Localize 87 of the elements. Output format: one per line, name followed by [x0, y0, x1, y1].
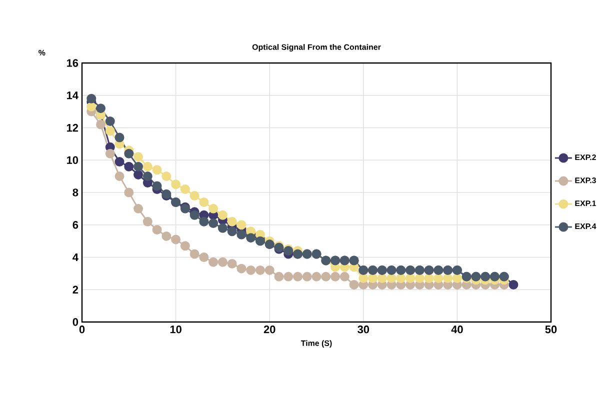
point — [152, 181, 162, 191]
y-tick-label: 10 — [66, 156, 78, 164]
point — [105, 148, 115, 158]
point — [105, 126, 115, 136]
point — [134, 204, 144, 214]
point — [142, 162, 152, 172]
point — [162, 231, 172, 241]
point — [274, 272, 284, 282]
y-tick-label: 0 — [72, 318, 78, 326]
point — [508, 280, 518, 290]
point — [208, 218, 218, 228]
point — [86, 102, 96, 112]
point — [330, 272, 340, 282]
point — [171, 180, 181, 190]
point — [358, 274, 368, 284]
x-tick-label: 20 — [264, 326, 276, 334]
point — [443, 274, 453, 284]
point — [368, 274, 378, 284]
point — [208, 257, 218, 267]
point — [134, 170, 144, 180]
point — [199, 216, 209, 226]
point — [396, 274, 406, 284]
point — [124, 162, 134, 172]
y-tick-label: 2 — [72, 286, 78, 294]
point — [114, 132, 124, 142]
point — [124, 188, 134, 198]
point — [199, 197, 209, 207]
point — [162, 172, 172, 182]
point — [246, 265, 256, 275]
point — [227, 216, 237, 226]
point — [190, 190, 200, 200]
point — [218, 210, 228, 220]
point — [424, 274, 434, 284]
point — [246, 233, 256, 243]
point — [96, 104, 106, 114]
point — [264, 265, 274, 275]
point — [349, 280, 359, 290]
point — [199, 252, 209, 262]
point — [312, 272, 322, 282]
point — [86, 94, 96, 104]
point — [180, 241, 190, 251]
point — [227, 258, 237, 268]
point — [105, 116, 115, 126]
point — [96, 120, 106, 130]
y-tick-label: 14 — [66, 92, 78, 100]
point — [284, 272, 294, 282]
point — [208, 204, 218, 214]
point — [134, 152, 144, 162]
point — [302, 272, 312, 282]
x-tick-label: 10 — [170, 326, 182, 334]
x-tick-label: 50 — [545, 326, 557, 334]
point — [340, 272, 350, 282]
point — [452, 274, 462, 284]
point — [292, 272, 302, 282]
point — [434, 274, 444, 284]
point — [386, 274, 396, 284]
point — [190, 249, 200, 259]
point — [124, 148, 134, 158]
y-tick-label: 4 — [72, 253, 78, 262]
x-tick-label: 30 — [358, 326, 370, 334]
point — [255, 265, 265, 275]
point — [171, 234, 181, 244]
point — [190, 210, 200, 220]
point — [377, 274, 387, 284]
point — [218, 257, 228, 267]
point — [180, 184, 190, 194]
y-tick-label: 16 — [66, 59, 78, 67]
point — [218, 223, 228, 233]
y-tick-label: 8 — [72, 188, 78, 196]
point — [321, 272, 331, 282]
point — [236, 220, 246, 230]
y-tick-label: 6 — [72, 221, 78, 229]
point — [142, 216, 152, 226]
point — [406, 274, 416, 284]
x-tick-label: 40 — [451, 326, 463, 334]
y-tick-label: 12 — [66, 124, 78, 132]
point — [236, 264, 246, 274]
point — [114, 156, 124, 166]
point — [142, 172, 152, 182]
point — [152, 224, 162, 234]
point — [152, 165, 162, 175]
point — [236, 230, 246, 240]
point — [114, 172, 124, 182]
point — [227, 226, 237, 236]
x-tick-label: 0 — [79, 326, 85, 334]
point — [134, 162, 144, 172]
point — [414, 274, 424, 284]
